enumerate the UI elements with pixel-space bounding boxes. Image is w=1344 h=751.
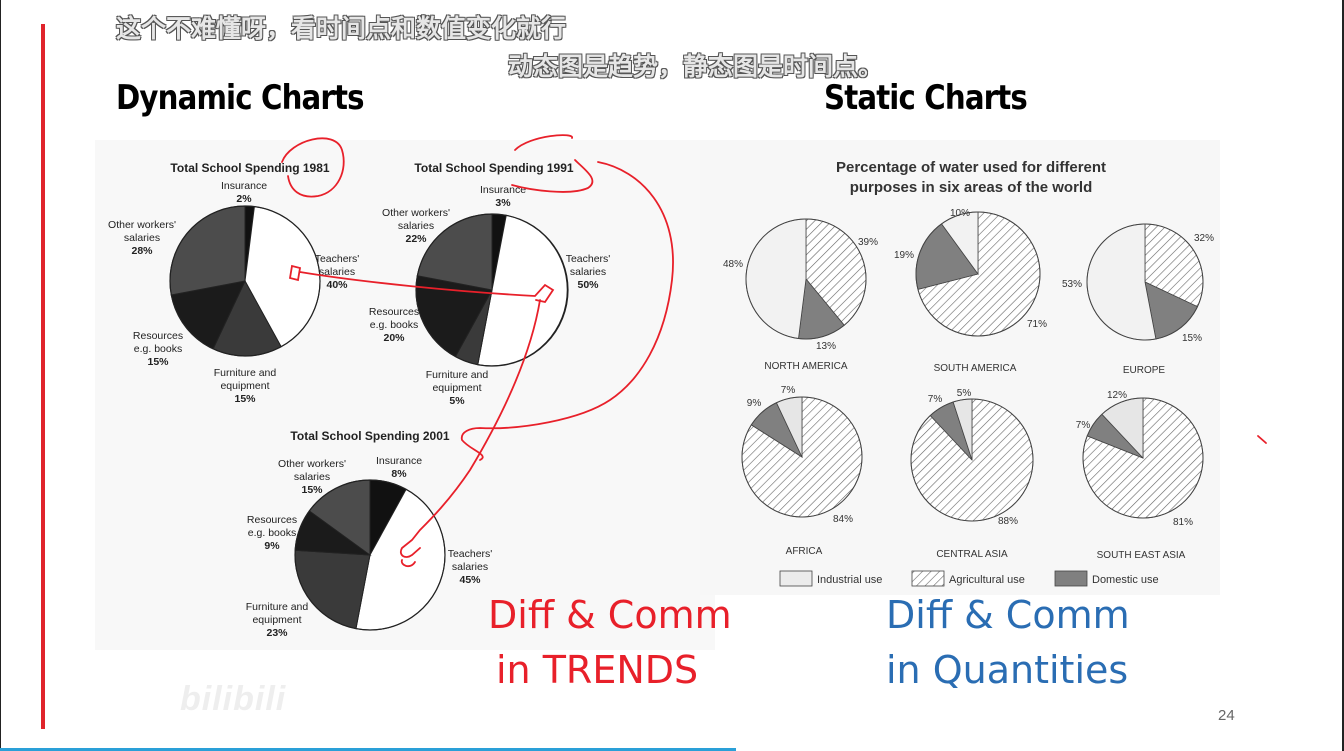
heading-dynamic-charts: Dynamic Charts: [116, 78, 365, 118]
pie-slice-label: Resources e.g. books 20%: [369, 306, 419, 344]
bilibili-watermark: bilibili: [180, 680, 287, 718]
agricultural-percent-label: 84%: [833, 514, 853, 525]
pie-outline: [294, 479, 446, 631]
pie-slice-label: Furniture and equipment 23%: [246, 601, 309, 639]
industrial-percent-label: 10%: [950, 208, 970, 219]
industrial-percent-label: 48%: [723, 259, 743, 270]
water-pie-outline: [745, 218, 867, 340]
water-legend: Industrial use Agricultural use Domestic u…: [779, 570, 1159, 587]
pie-slice-label: Teachers' salaries 40%: [315, 253, 360, 291]
agricultural-percent-label: 81%: [1173, 517, 1193, 528]
legend-swatch: [911, 570, 945, 587]
annotation-curve-years: [460, 161, 674, 461]
note-dynamic-line1: Diff & Comm: [488, 593, 732, 637]
page-number: 24: [1218, 707, 1235, 724]
pie-slice-label: Teachers' salaries 45%: [448, 548, 493, 586]
handwritten-annotations: [281, 134, 1267, 568]
water-pie-europe: 53% 32% 15% EUROPE: [1062, 223, 1214, 376]
pie-1991-title: Total School Spending 1991: [414, 161, 573, 175]
pie-slice: [169, 205, 246, 296]
region-label: SOUTH AMERICA: [934, 363, 1017, 374]
agricultural-percent-label: 39%: [858, 237, 878, 248]
note-static-line2: in Quantities: [886, 648, 1129, 692]
industrial-percent-label: 7%: [781, 385, 796, 396]
domestic-percent-label: 13%: [816, 341, 836, 352]
pie-slice-label: Insurance 8%: [376, 455, 422, 480]
region-label: AFRICA: [786, 546, 823, 557]
water-pie-slice: [745, 218, 807, 339]
water-pie-outline: [915, 211, 1041, 337]
water-pie-south-america: 10% 71% 19% SOUTH AMERICA: [894, 208, 1047, 374]
annotation-circle-1981: [281, 137, 345, 198]
subtitle-line-1: 这个不难懂呀，看时间点和数值变化就行: [116, 14, 567, 43]
water-pie-africa: 7% 84% 9% AFRICA: [741, 385, 863, 557]
pie-outline: [415, 213, 569, 367]
water-pie-north-america: 48% 39% 13% NORTH AMERICA: [723, 218, 878, 372]
annotation-tick: [1257, 435, 1267, 444]
legend-entry: Industrial use: [817, 574, 882, 586]
accent-line: [41, 24, 45, 729]
note-dynamic-line2: in TRENDS: [496, 648, 699, 692]
domestic-percent-label: 7%: [1076, 420, 1091, 431]
subtitle-line-2: 动态图是趋势，静态图是时间点。: [508, 52, 884, 81]
legend-entry: Domestic use: [1092, 574, 1159, 586]
legend-entry: Agricultural use: [949, 574, 1025, 586]
school-spending-pie-1: Total School Spending 1981 Insurance 2% Tea…: [108, 161, 359, 405]
legend-swatch: [1054, 570, 1088, 587]
region-label: NORTH AMERICA: [764, 361, 847, 372]
region-label: SOUTH EAST ASIA: [1097, 550, 1186, 561]
legend-swatch: [779, 570, 813, 587]
school-spending-pie-2: Total School Spending 1991 Insurance 3% Tea…: [369, 161, 610, 407]
water-pie-south-east-asia: 12% 81% 7% SOUTH EAST ASIA: [1076, 390, 1204, 561]
annotation-circle-1991: [511, 134, 594, 193]
water-pie-central-asia: 5% 88% 7% CENTRAL ASIA: [910, 388, 1034, 560]
region-label: CENTRAL ASIA: [936, 549, 1008, 560]
annotation-link-down: [399, 299, 541, 568]
water-pie-outline: [910, 398, 1034, 522]
annotation-link-teachers: [288, 264, 555, 304]
agricultural-percent-label: 71%: [1027, 319, 1047, 330]
domestic-percent-label: 7%: [928, 394, 943, 405]
pie-1981-title: Total School Spending 1981: [170, 161, 329, 175]
pie-2001-title: Total School Spending 2001: [290, 429, 449, 443]
pie-slice-label: Insurance 2%: [221, 180, 267, 205]
pie-slice-label: Resources e.g. books 9%: [247, 514, 297, 552]
school-spending-pie-3: Total School Spending 2001 Insurance 8% Tea…: [246, 429, 493, 639]
pie-slice-label: Teachers' salaries 50%: [566, 253, 611, 291]
pie-slice-label: Other workers' salaries 15%: [278, 458, 346, 496]
heading-static-charts: Static Charts: [824, 78, 1028, 118]
pie-slice-label: Other workers' salaries 22%: [382, 207, 450, 245]
progress-bar: [0, 748, 736, 751]
region-label: EUROPE: [1123, 365, 1166, 376]
water-pie-outline: [1082, 397, 1204, 519]
domestic-percent-label: 19%: [894, 250, 914, 261]
water-usage-chart: Percentage of water used for different pu…: [723, 159, 1214, 587]
industrial-percent-label: 53%: [1062, 279, 1082, 290]
water-pie-outline: [741, 396, 863, 518]
pie-slice-label: Furniture and equipment 5%: [426, 369, 489, 407]
industrial-percent-label: 5%: [957, 388, 972, 399]
water-chart-title: Percentage of water used for different pu…: [836, 159, 1106, 196]
pie-outline: [169, 205, 321, 357]
note-static-line1: Diff & Comm: [886, 593, 1130, 637]
pie-slice-label: Insurance 3%: [480, 184, 526, 209]
industrial-percent-label: 12%: [1107, 390, 1127, 401]
agricultural-percent-label: 32%: [1194, 233, 1214, 244]
pie-slice-label: Resources e.g. books 15%: [133, 330, 183, 368]
domestic-percent-label: 9%: [747, 398, 762, 409]
agricultural-percent-label: 88%: [998, 516, 1018, 527]
water-pie-outline: [1086, 223, 1204, 341]
domestic-percent-label: 15%: [1182, 333, 1202, 344]
pie-slice-label: Furniture and equipment 15%: [214, 367, 277, 405]
pie-slice-label: Other workers' salaries 28%: [108, 219, 176, 257]
